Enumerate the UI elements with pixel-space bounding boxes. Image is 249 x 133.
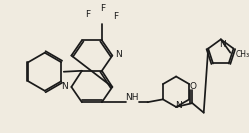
Text: F: F	[85, 10, 90, 19]
Text: F: F	[114, 12, 119, 21]
Text: N: N	[219, 40, 226, 49]
Text: N: N	[175, 101, 181, 110]
Text: CH₃: CH₃	[235, 50, 249, 59]
Text: NH: NH	[125, 93, 139, 102]
Text: O: O	[190, 82, 197, 91]
Text: N: N	[61, 82, 68, 92]
Text: F: F	[100, 4, 105, 13]
Text: N: N	[116, 50, 122, 59]
